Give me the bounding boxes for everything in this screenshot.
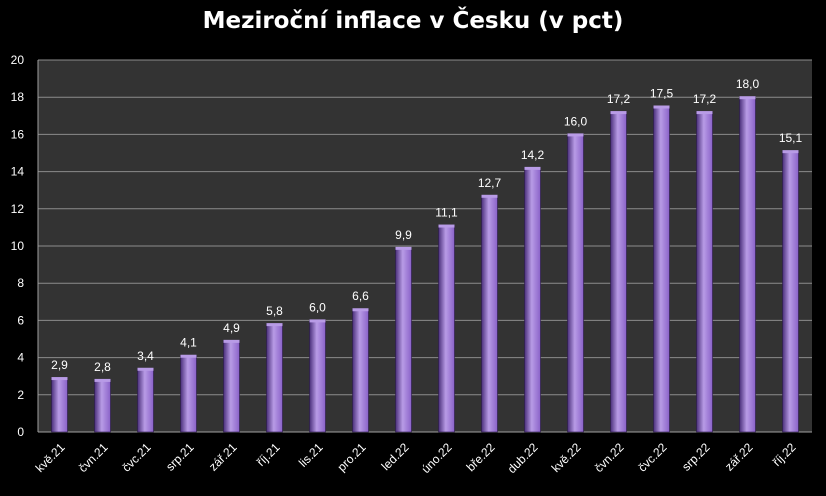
y-tick-label: 12 — [11, 202, 25, 216]
bar — [610, 111, 627, 433]
data-label: 3,4 — [137, 349, 154, 363]
bar — [782, 150, 799, 433]
bar — [51, 377, 68, 433]
x-tick-label: úno.22 — [419, 440, 455, 476]
bar-cap — [395, 246, 412, 250]
bar-cap — [696, 111, 713, 115]
data-label: 14,2 — [521, 148, 545, 162]
bar-cap — [352, 308, 369, 312]
bar-cap — [51, 377, 68, 381]
bar-cap — [266, 323, 283, 327]
chart-title: Meziroční inflace v Česku (v pct) — [202, 8, 624, 34]
bar-cap — [481, 194, 498, 198]
y-tick-label: 6 — [17, 313, 24, 327]
x-tick-label: zář.22 — [722, 440, 756, 474]
bar-cap — [739, 96, 756, 100]
bar — [481, 195, 498, 433]
y-tick-label: 14 — [11, 165, 25, 179]
data-label: 17,5 — [650, 87, 674, 101]
data-label: 11,1 — [435, 206, 458, 220]
data-label: 6,0 — [309, 300, 326, 314]
x-tick-labels: kvě.21 čvn.21 čvc.21 srp.21 zář.21 říj.21 lis.… — [33, 440, 799, 476]
bar — [653, 106, 670, 433]
data-label: 18,0 — [736, 77, 760, 91]
x-tick-label: čvc.22 — [635, 440, 670, 475]
bar-cap — [309, 319, 326, 323]
y-tick-label: 0 — [17, 425, 24, 439]
data-label: 9,9 — [395, 228, 412, 242]
bar — [739, 96, 756, 433]
data-label: 17,2 — [693, 92, 717, 106]
data-label: 4,1 — [180, 336, 197, 350]
y-tick-label: 20 — [11, 53, 25, 67]
x-tick-label: čvc.21 — [119, 440, 154, 475]
x-tick-label: srp.22 — [679, 440, 713, 474]
bar — [438, 225, 455, 433]
y-tick-label: 2 — [17, 388, 24, 402]
bar-cap — [524, 166, 541, 170]
x-tick-label: kvě.22 — [549, 440, 584, 475]
y-tick-label: 16 — [11, 127, 25, 141]
x-tick-label: pro.21 — [335, 440, 369, 474]
x-tick-label: bře.22 — [464, 440, 498, 474]
x-tick-label: čvn.22 — [592, 440, 627, 475]
x-tick-label: říj.21 — [254, 440, 283, 469]
data-label: 5,8 — [266, 304, 283, 318]
bar — [266, 323, 283, 433]
x-tick-label: čvn.21 — [76, 440, 111, 475]
data-label: 15,1 — [779, 131, 803, 145]
x-tick-label: zář.21 — [206, 440, 240, 474]
x-tick-label: kvě.21 — [33, 440, 68, 475]
y-tick-label: 10 — [11, 239, 25, 253]
bar-cap — [180, 354, 197, 358]
y-tick-label: 8 — [17, 276, 24, 290]
bar — [524, 167, 541, 433]
gridlines — [38, 59, 812, 396]
data-label: 4,9 — [223, 321, 240, 335]
bar — [180, 355, 197, 433]
data-label: 2,9 — [51, 358, 68, 372]
bar-cap — [438, 224, 455, 228]
bar — [696, 111, 713, 433]
y-tick-label: 4 — [17, 351, 24, 365]
y-tick-labels: 0 2 4 6 8 10 12 14 16 18 20 — [11, 53, 25, 439]
bar-cap — [653, 105, 670, 109]
bar — [94, 379, 111, 433]
axes — [37, 60, 812, 433]
bar-cap — [223, 339, 240, 343]
bar-cap — [782, 150, 799, 154]
bar-cap — [94, 378, 111, 382]
bar-cap — [610, 111, 627, 115]
bar — [395, 247, 412, 433]
bars — [51, 96, 799, 433]
data-labels: 2,9 2,8 3,4 4,1 4,9 5,8 6,0 6,6 9,9 11,1 12,7 14,2 1… — [51, 77, 802, 374]
x-tick-label: lis.21 — [296, 440, 326, 470]
data-label: 12,7 — [478, 176, 502, 190]
data-label: 2,8 — [94, 360, 111, 374]
bar — [137, 368, 154, 433]
x-tick-label: dub.22 — [505, 440, 541, 476]
data-label: 6,6 — [352, 289, 369, 303]
data-label: 17,2 — [607, 92, 631, 106]
x-tick-label: srp.21 — [163, 440, 197, 474]
bar-cap — [137, 367, 154, 371]
y-tick-label: 18 — [11, 90, 25, 104]
bar — [567, 134, 584, 433]
bar — [309, 320, 326, 433]
bar — [352, 308, 369, 433]
x-tick-label: říj.22 — [770, 440, 799, 469]
bar-cap — [567, 133, 584, 137]
data-label: 16,0 — [564, 114, 588, 128]
x-tick-label: led.22 — [379, 440, 412, 473]
bar — [223, 340, 240, 433]
